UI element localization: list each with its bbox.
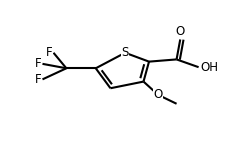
Text: F: F xyxy=(46,46,53,59)
Text: F: F xyxy=(35,73,41,86)
Text: F: F xyxy=(35,57,41,70)
Text: O: O xyxy=(176,25,185,38)
Text: S: S xyxy=(121,46,129,59)
Text: O: O xyxy=(154,88,163,101)
Text: OH: OH xyxy=(201,61,219,74)
